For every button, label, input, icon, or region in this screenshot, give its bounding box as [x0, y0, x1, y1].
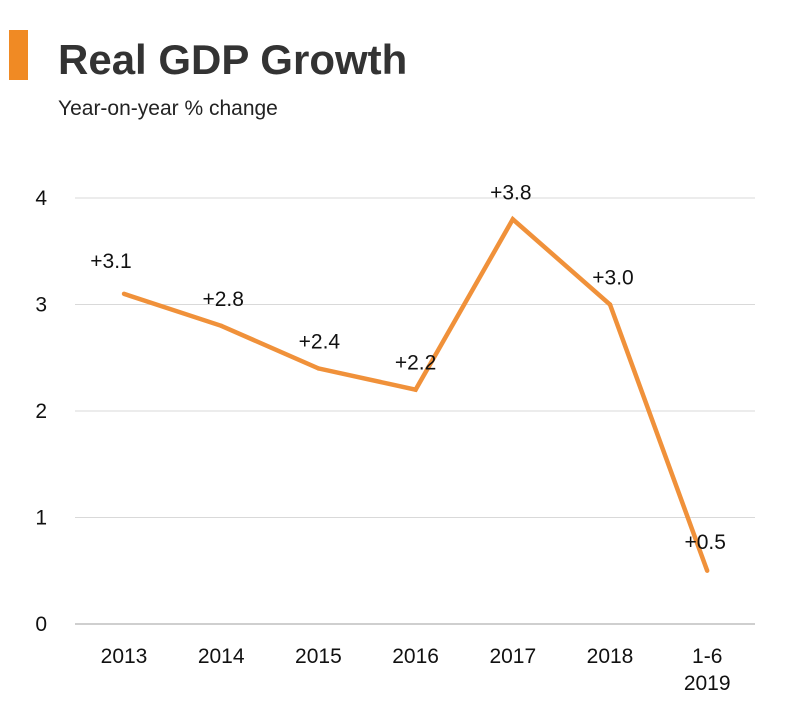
- data-labels: +3.1 +2.8 +2.4 +2.2 +3.8 +3.0 +0.5: [90, 181, 726, 553]
- data-point: [607, 302, 613, 307]
- data-point: [510, 217, 515, 222]
- data-label: +3.8: [490, 181, 531, 204]
- series-layer: [121, 215, 710, 573]
- y-tick-label: 0: [35, 613, 47, 636]
- data-label: +3.1: [90, 250, 131, 273]
- chart-title: Real GDP Growth: [58, 36, 408, 83]
- chart-subtitle: Year-on-year % change: [58, 97, 278, 120]
- x-axis-ticks: 2013 2014 2015 2016 2017 2018 1-6 2019: [101, 645, 731, 695]
- title-accent-bar: [9, 30, 28, 80]
- data-label: +2.4: [299, 330, 341, 353]
- data-point: [219, 323, 224, 328]
- x-tick-label: 2013: [101, 645, 148, 668]
- x-tick-label: 1-6 2019: [684, 645, 731, 695]
- x-tick-label: 2014: [198, 645, 245, 668]
- data-label: +2.2: [395, 352, 436, 375]
- data-point: [121, 291, 127, 297]
- data-point: [316, 366, 321, 371]
- y-tick-label: 2: [35, 400, 47, 423]
- x-tick-label: 2016: [392, 645, 439, 668]
- data-label: +3.0: [592, 267, 633, 290]
- x-tick-label: 2015: [295, 645, 342, 668]
- y-tick-label: 3: [35, 294, 47, 317]
- data-label: +0.5: [684, 531, 725, 554]
- data-point: [413, 387, 418, 392]
- data-label: +2.8: [202, 288, 243, 311]
- y-axis-ticks: 0 1 2 3 4: [35, 187, 47, 636]
- y-tick-label: 4: [35, 187, 47, 210]
- x-tick-label: 2018: [587, 645, 634, 668]
- grid-lines: [75, 197, 755, 625]
- data-point: [705, 568, 710, 573]
- x-tick-label: 2017: [489, 645, 536, 668]
- y-tick-label: 1: [35, 507, 47, 530]
